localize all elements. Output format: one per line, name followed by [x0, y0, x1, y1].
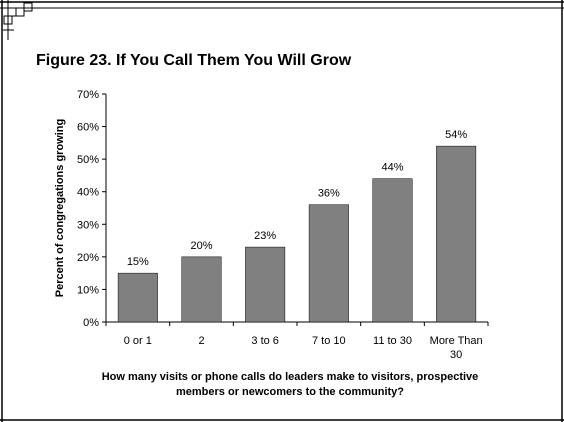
y-tick-label: 70% [77, 89, 99, 101]
bar-value-label: 20% [190, 240, 212, 252]
bar-value-label: 54% [445, 129, 467, 141]
x-category-label: 7 to 10 [312, 335, 346, 347]
x-category-label: 11 to 30 [373, 335, 412, 347]
bar [308, 204, 349, 323]
chart-title: Figure 23. If You Call Them You Will Gro… [36, 52, 352, 69]
bar [117, 272, 158, 323]
bar-value-label: 36% [318, 188, 340, 200]
chart-plot-area: 0% 10% 20% 30% 40% 50% 60% 70% 15% 0 or 1 20% 2 23% 3… [77, 89, 489, 361]
x-axis-label: How many visits or phone calls do leader… [101, 371, 479, 398]
bar-value-label: 44% [381, 162, 403, 174]
bar-value-label: 15% [127, 256, 149, 268]
bar-value-label: 23% [254, 230, 276, 242]
y-tick-label: 60% [77, 122, 99, 134]
x-category-label: 0 or 1 [124, 335, 152, 347]
x-category-label: More Than 30 [430, 335, 483, 361]
y-tick-label: 0% [83, 317, 99, 329]
x-category-label: 3 to 6 [251, 335, 279, 347]
x-category-label: 2 [198, 335, 204, 347]
y-tick-label: 10% [77, 284, 99, 296]
y-tick-label: 50% [77, 154, 99, 166]
y-tick-label: 40% [77, 187, 99, 199]
y-tick-label: 20% [77, 252, 99, 264]
bar [181, 256, 222, 323]
bar [372, 178, 413, 323]
bar [245, 246, 286, 323]
y-tick-label: 30% [77, 219, 99, 231]
bar [436, 145, 477, 323]
y-axis-label: Percent of congregations growing [54, 118, 66, 298]
